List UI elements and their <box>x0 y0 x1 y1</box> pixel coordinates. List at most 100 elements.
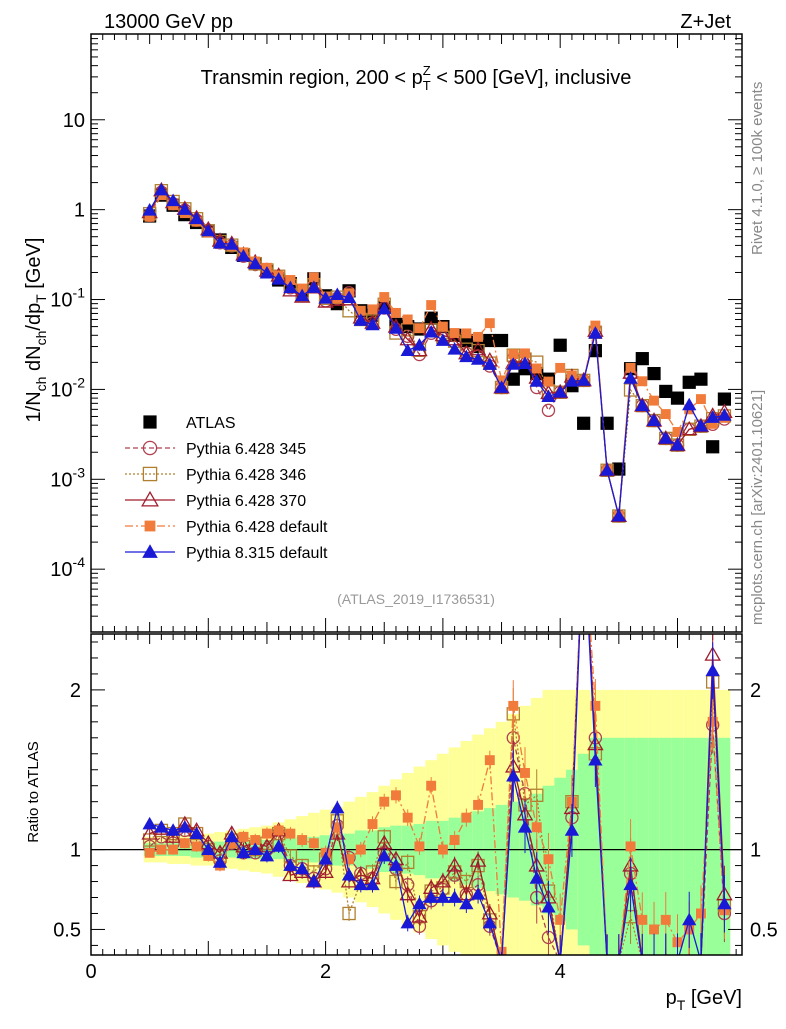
series-point-pythia-8-315-default <box>377 301 392 315</box>
ratio-point-pythia-6-428-346 <box>612 954 626 955</box>
series-point-pythia-6-428-default <box>367 304 378 315</box>
y-tick-label: 10-2 <box>50 374 85 401</box>
ratio-point-pythia-6-428-default <box>191 841 202 852</box>
ratio-point-pythia-6-428-default <box>543 854 554 865</box>
series-point-pythia-8-315-default <box>693 419 709 432</box>
ratio-point-pythia-8-315-default <box>517 820 533 833</box>
tick-exp: -1 <box>73 285 86 301</box>
ratio-point-pythia-6-428-default <box>355 844 366 855</box>
ratio-point-pythia-6-428-370 <box>699 952 703 955</box>
series-point-pythia-8-315-default <box>294 288 310 302</box>
series-point-pythia-8-315-default <box>646 413 662 426</box>
ratio-point-pythia-6-428-default <box>579 525 589 535</box>
series-point-pythia-6-428-345 <box>541 403 556 418</box>
series-point-pythia-8-315-default <box>494 380 509 393</box>
atlas-data-point <box>682 375 696 389</box>
ratio-point-pythia-6-428-default <box>508 700 519 711</box>
legend-label-pythia-8-315-default: Pythia 8.315 default <box>186 545 328 562</box>
series-point-pythia-8-315-default <box>670 437 685 451</box>
ratio-point-pythia-8-315-default <box>506 768 521 782</box>
ylabel-part: 1/N <box>23 391 45 422</box>
title-part: < 500 [GeV], inclusive <box>431 67 632 89</box>
series-point-pythia-6-428-default <box>555 362 566 373</box>
series-point-pythia-8-315-default <box>283 280 298 294</box>
atlas-data-point <box>635 352 649 366</box>
ratio-point-pythia-8-315-default <box>618 954 620 955</box>
ratio-point-pythia-6-428-346 <box>670 954 685 955</box>
series-point-pythia-8-315-default <box>482 357 497 370</box>
series-point-pythia-6-428-default <box>508 349 519 360</box>
ratio-band-inner <box>612 737 625 955</box>
ratio-point-pythia-6-428-default <box>426 780 437 791</box>
ratio-point-pythia-8-315-default <box>501 954 502 955</box>
series-point-pythia-8-315-default <box>154 182 169 196</box>
series-point-pythia-8-315-default <box>611 508 626 522</box>
ratio-point-pythia-6-428-346 <box>578 524 590 536</box>
ratio-point-pythia-6-428-default <box>391 790 401 801</box>
ylabel-part: T <box>33 294 49 303</box>
x-tick-label: 2 <box>320 961 331 983</box>
ratio-point-pythia-6-428-345 <box>663 954 668 955</box>
ratio-point-pythia-8-315-default <box>588 753 603 766</box>
ratio-point-pythia-6-428-default <box>625 841 636 852</box>
series-point-pythia-6-428-default <box>649 395 659 406</box>
ratio-line-pythia-6-428-default <box>149 634 726 955</box>
series-point-pythia-8-315-default <box>506 357 521 370</box>
ratio-point-pythia-8-315-default <box>412 896 427 910</box>
ratio-y-axis-label: Ratio to ATLAS <box>25 741 42 842</box>
series-point-pythia-8-315-default <box>424 324 439 338</box>
ratio-point-pythia-8-315-default <box>377 848 392 862</box>
ratio-point-pythia-8-315-default <box>306 874 322 887</box>
ratio-point-pythia-8-315-default <box>236 845 251 859</box>
ratio-point-pythia-6-428-370 <box>641 952 644 955</box>
series-point-pythia-8-315-default <box>306 280 322 293</box>
series-point-pythia-8-315-default <box>623 371 638 384</box>
ratio-tick-label-right: 0.5 <box>750 919 778 941</box>
series-point-pythia-8-315-default <box>259 265 275 279</box>
atlas-data-point <box>494 333 509 348</box>
ratio-point-pythia-6-428-default <box>484 755 495 766</box>
series-point-pythia-8-315-default <box>541 389 556 402</box>
ratio-point-pythia-6-428-default <box>144 847 155 858</box>
series-point-pythia-8-315-default <box>682 397 697 411</box>
series-point-pythia-6-428-default <box>297 283 308 294</box>
ratio-point-pythia-6-428-default <box>660 914 671 925</box>
plot-title: Transmin region, 200 < pZ T < 500 [GeV], … <box>201 63 632 93</box>
ratio-point-pythia-6-428-default <box>496 946 507 955</box>
ylabel-part: ch <box>33 331 49 346</box>
ratio-point-pythia-8-315-default <box>400 915 415 929</box>
ratio-plot-frame <box>90 633 743 956</box>
ratio-point-pythia-8-315-default <box>606 954 608 955</box>
series-point-pythia-8-315-default <box>470 352 486 365</box>
ratio-point-pythia-6-428-default <box>297 835 308 845</box>
legend-marker-pythia-6-428-default <box>144 520 156 532</box>
tick-exp: -4 <box>73 554 86 570</box>
series-point-pythia-8-315-default <box>588 326 603 339</box>
ratio-point-pythia-8-315-default <box>653 954 655 955</box>
ratio-point-pythia-8-315-default <box>665 954 667 955</box>
y-tick-label: 1 <box>74 200 85 222</box>
legend-label-pythia-6-428-345: Pythia 6.428 345 <box>186 441 306 458</box>
ratio-point-pythia-6-428-default <box>414 841 425 852</box>
series-point-pythia-6-428-default <box>308 272 319 283</box>
series-point-pythia-8-315-default <box>177 202 192 215</box>
ratio-point-pythia-6-428-345 <box>698 954 703 955</box>
ratio-point-pythia-6-428-default <box>308 838 319 849</box>
ratio-band-inner <box>636 737 649 955</box>
ratio-point-pythia-6-428-default <box>379 796 390 807</box>
series-point-pythia-8-315-default <box>353 313 368 326</box>
series-point-pythia-8-315-default <box>142 203 157 216</box>
atlas-data-point <box>506 372 520 386</box>
series-point-pythia-6-428-370 <box>680 420 698 436</box>
ratio-point-pythia-8-315-default <box>201 842 216 855</box>
ratio-point-pythia-6-428-346 <box>659 954 673 955</box>
ratio-point-pythia-6-428-370 <box>317 863 334 878</box>
ratio-point-pythia-6-428-345 <box>616 954 621 955</box>
ylabel-part: ch <box>33 377 49 392</box>
ratio-point-pythia-6-428-345 <box>578 524 590 536</box>
ratio-point-pythia-6-428-345 <box>499 954 504 955</box>
ylabel-part: [GeV] <box>23 238 45 295</box>
ratio-point-pythia-8-315-default <box>459 896 474 910</box>
ratio-point-pythia-6-428-370 <box>329 825 346 840</box>
